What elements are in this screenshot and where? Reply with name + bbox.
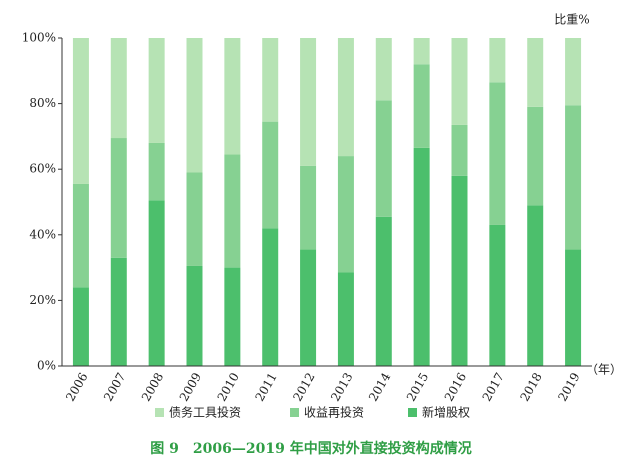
x-tick-label: 2012 bbox=[290, 370, 317, 403]
bar-segment bbox=[565, 38, 582, 106]
bar-segment bbox=[489, 224, 506, 366]
bar-segment bbox=[300, 165, 317, 250]
bar-segment bbox=[451, 124, 468, 176]
x-tick-label: 2010 bbox=[215, 370, 242, 403]
bar-segment bbox=[527, 38, 544, 107]
bar-segment bbox=[565, 249, 582, 366]
bar-segment bbox=[262, 228, 279, 366]
bar-segment bbox=[110, 38, 127, 139]
legend-swatch bbox=[290, 408, 299, 417]
bar-segment bbox=[451, 38, 468, 125]
bar-segment bbox=[413, 147, 430, 366]
bar-segment bbox=[262, 38, 279, 122]
legend-label: 债务工具投资 bbox=[169, 405, 241, 420]
bar-segment bbox=[148, 38, 165, 143]
bar-segment bbox=[72, 38, 89, 184]
bar-segment bbox=[224, 154, 241, 268]
bar-segment bbox=[148, 200, 165, 366]
bar-segment bbox=[489, 38, 506, 83]
bar-segment bbox=[110, 138, 127, 258]
bar-segment bbox=[186, 265, 203, 366]
y-tick-label: 20% bbox=[29, 293, 56, 307]
bar-segment bbox=[375, 38, 392, 101]
x-tick-label: 2019 bbox=[555, 370, 582, 403]
legend-swatch bbox=[155, 408, 164, 417]
bar-segment bbox=[72, 183, 89, 288]
y-tick-label: 100% bbox=[22, 31, 56, 45]
bar-segment bbox=[527, 106, 544, 206]
x-tick-label: 2014 bbox=[366, 370, 394, 404]
y-tick-label: 60% bbox=[29, 162, 56, 176]
x-tick-label: 2007 bbox=[101, 370, 128, 403]
legend-label: 收益再投资 bbox=[304, 405, 364, 420]
bar-segment bbox=[72, 287, 89, 366]
x-tick-label: 2006 bbox=[63, 370, 90, 403]
x-axis-label: （年） bbox=[586, 363, 622, 377]
bar-segment bbox=[224, 38, 241, 155]
y-tick-label: 80% bbox=[29, 96, 56, 110]
bar-segment bbox=[375, 216, 392, 366]
y-tick-label: 40% bbox=[29, 227, 56, 241]
x-tick-label: 2018 bbox=[517, 370, 544, 403]
bar-segment bbox=[148, 142, 165, 201]
bar-segment bbox=[451, 175, 468, 366]
legend-label: 新增股权 bbox=[422, 405, 470, 420]
bar-segment bbox=[300, 38, 317, 166]
bar-segment bbox=[413, 38, 430, 65]
bar-segment bbox=[224, 267, 241, 366]
bar-segment bbox=[110, 257, 127, 366]
bar-segment bbox=[337, 156, 354, 273]
y-axis-label: 比重% bbox=[554, 13, 589, 27]
bar-segment bbox=[300, 249, 317, 366]
legend-swatch bbox=[408, 408, 417, 417]
x-tick-label: 2008 bbox=[139, 370, 166, 403]
bar-segment bbox=[527, 205, 544, 366]
bar-segment bbox=[186, 38, 203, 173]
bar-segment bbox=[337, 38, 354, 157]
bar-segment bbox=[262, 121, 279, 229]
x-tick-label: 2009 bbox=[177, 370, 204, 403]
bar-segment bbox=[186, 172, 203, 266]
y-tick-label: 0% bbox=[37, 359, 56, 373]
x-tick-label: 2015 bbox=[404, 370, 431, 403]
bar-segment bbox=[375, 100, 392, 217]
bar-segment bbox=[413, 64, 430, 148]
caption: 图 9 2006—2019 年中国对外直接投资构成情况 bbox=[150, 440, 471, 457]
bar-segment bbox=[489, 82, 506, 225]
bar-segment bbox=[337, 272, 354, 366]
x-tick-label: 2011 bbox=[252, 370, 279, 403]
x-tick-label: 2016 bbox=[442, 370, 469, 403]
x-tick-label: 2017 bbox=[480, 370, 507, 403]
bar-segment bbox=[565, 105, 582, 250]
x-tick-label: 2013 bbox=[328, 370, 355, 403]
